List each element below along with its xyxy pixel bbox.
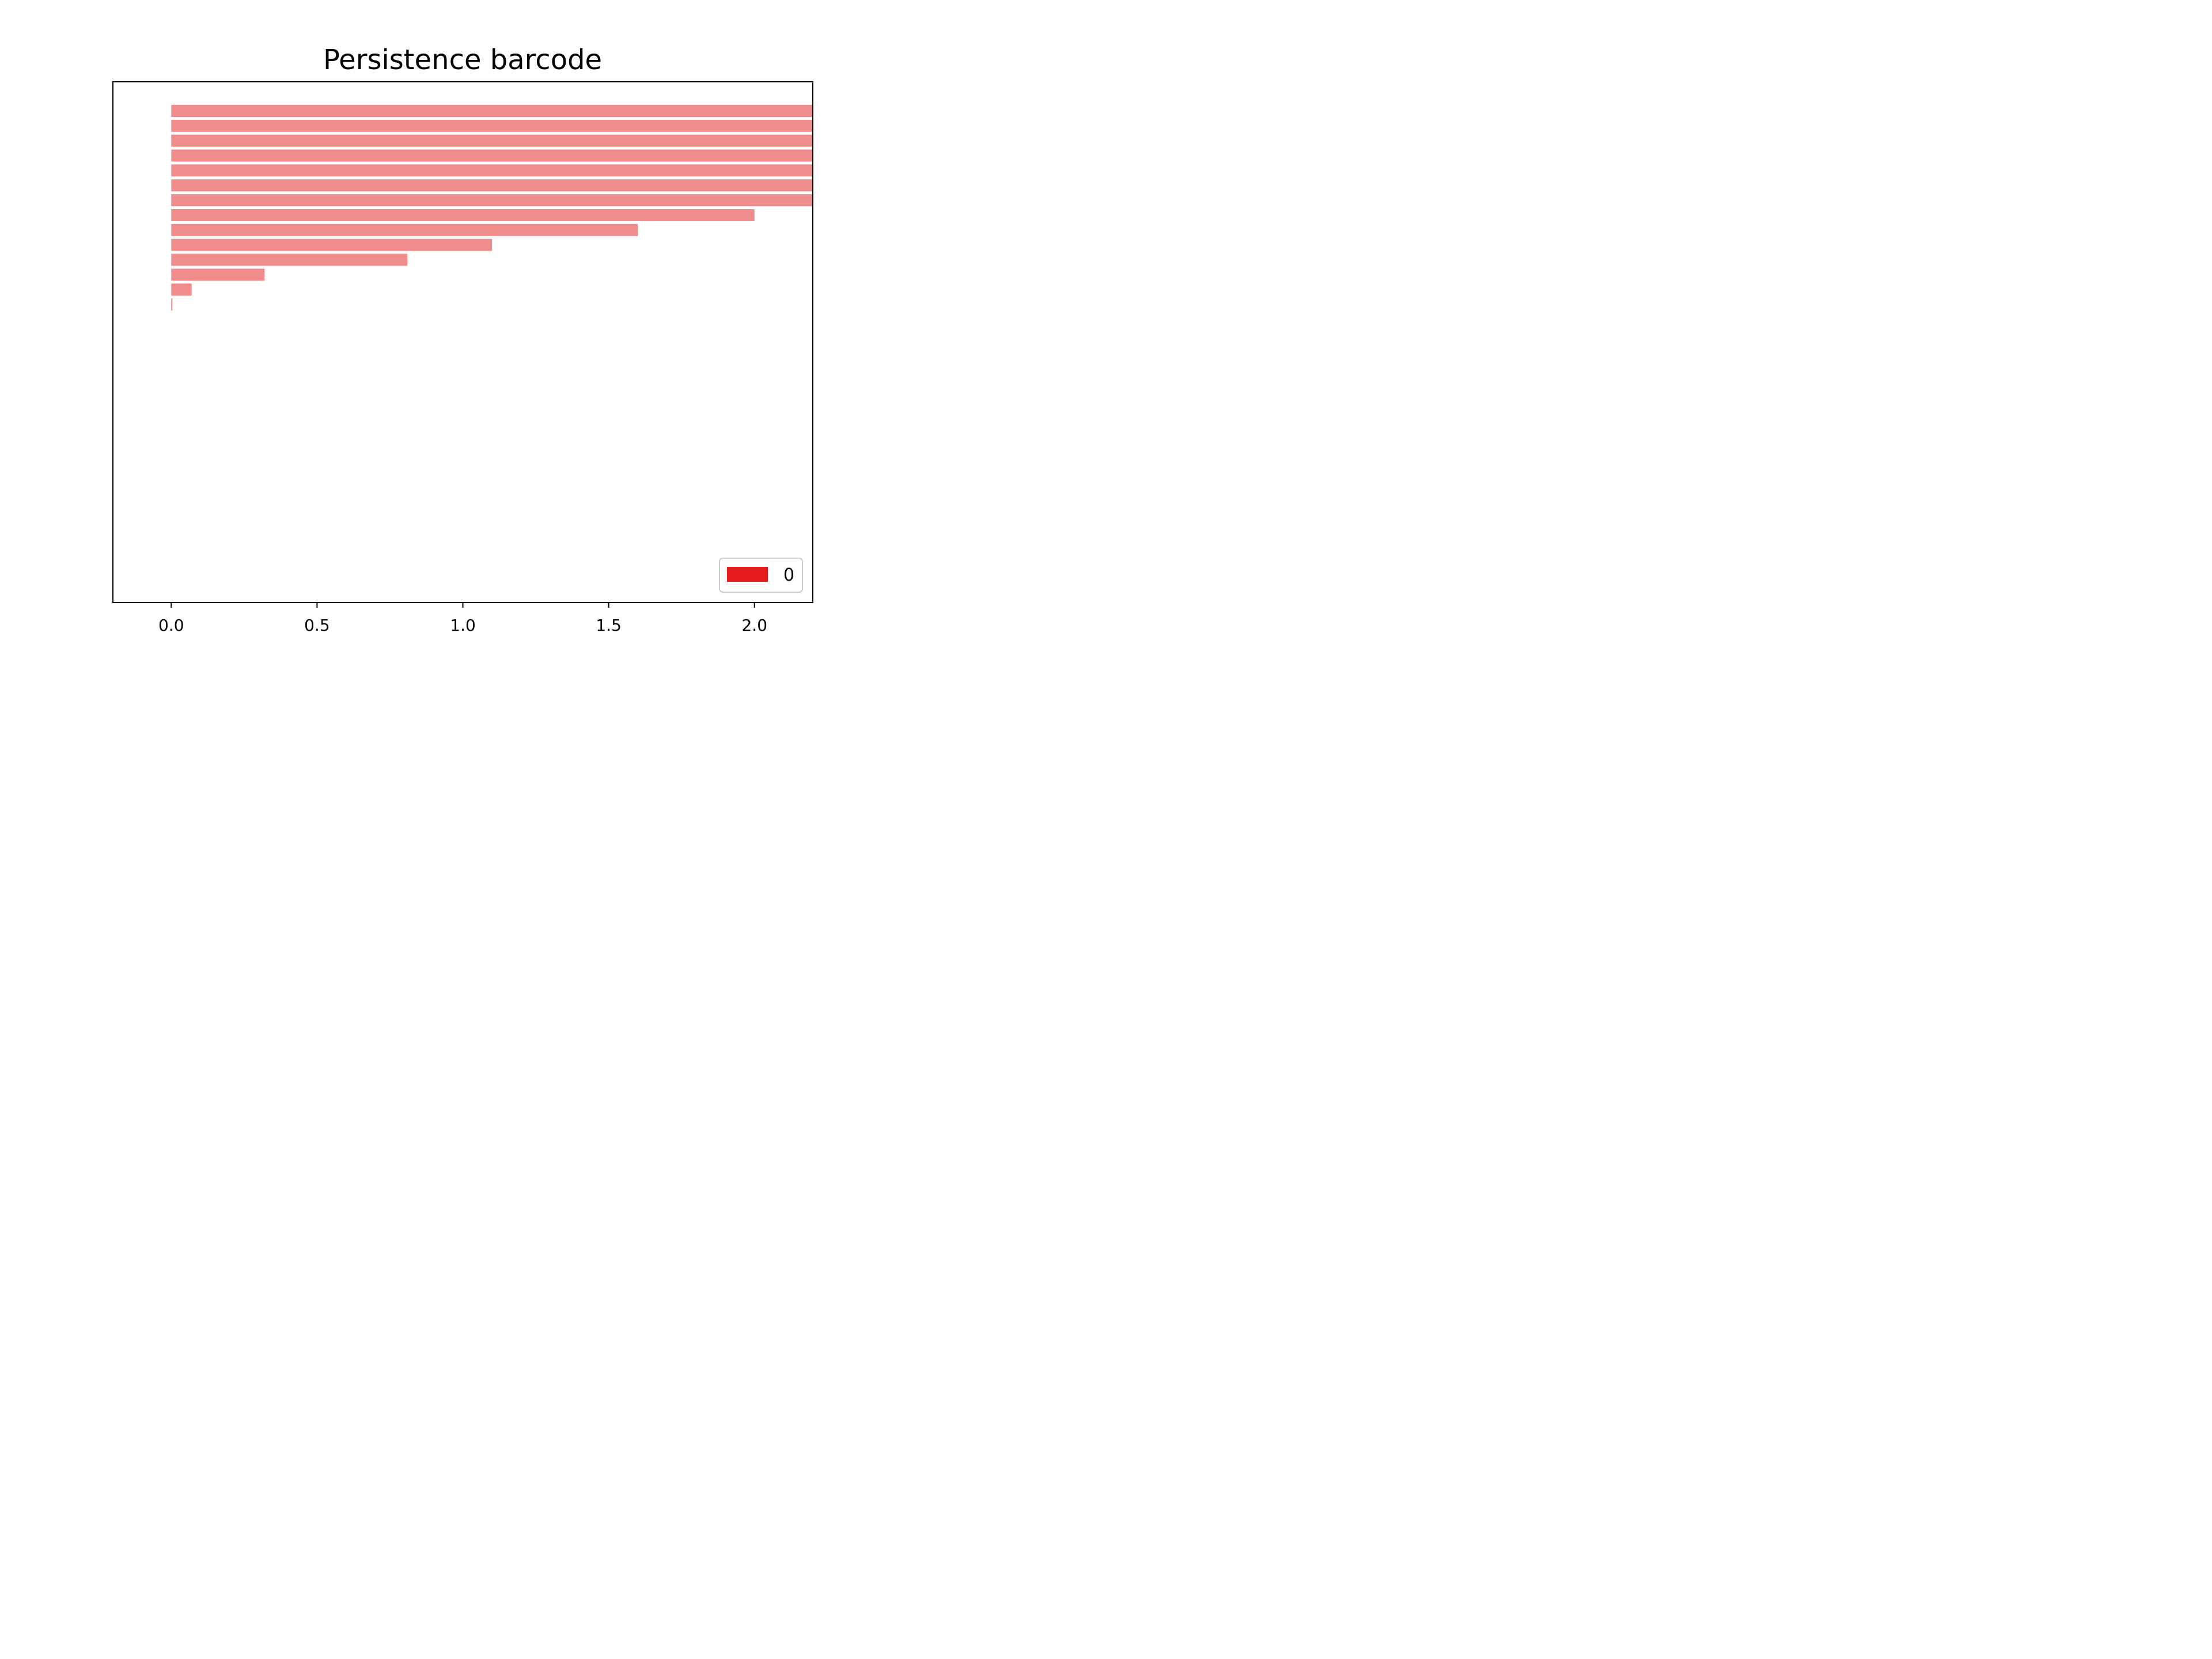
legend-label: 0: [783, 565, 794, 585]
barcode-bar: [171, 134, 813, 147]
barcode-bar: [171, 209, 755, 221]
barcode-bar: [171, 238, 493, 251]
legend-swatch: [727, 567, 768, 582]
persistence-barcode-chart: Persistence barcode 0.0 0.5 1.0 1.5 2.0 0: [112, 44, 813, 635]
barcode-bar: [171, 283, 192, 296]
barcode-bar: [171, 105, 813, 117]
barcode-bar: [171, 119, 813, 132]
x-tick-label: 1.5: [596, 616, 622, 635]
x-tick-label: 1.0: [450, 616, 476, 635]
chart-container: Persistence barcode 0.0 0.5 1.0 1.5 2.0 0: [0, 0, 899, 674]
barcode-bar: [171, 224, 638, 236]
x-axis: 0.0 0.5 1.0 1.5 2.0: [158, 603, 767, 635]
chart-title: Persistence barcode: [323, 44, 602, 76]
bars-layer: [171, 105, 813, 311]
x-tick-label: 2.0: [741, 616, 767, 635]
barcode-bar: [171, 179, 813, 192]
barcode-bar: [171, 298, 173, 311]
barcode-bar: [171, 253, 408, 266]
barcode-bar: [171, 194, 813, 207]
barcode-bar: [171, 268, 265, 281]
barcode-bar: [171, 164, 813, 177]
x-tick-label: 0.0: [158, 616, 184, 635]
barcode-bar: [171, 149, 813, 162]
x-tick-label: 0.5: [304, 616, 330, 635]
legend: 0: [719, 558, 803, 593]
